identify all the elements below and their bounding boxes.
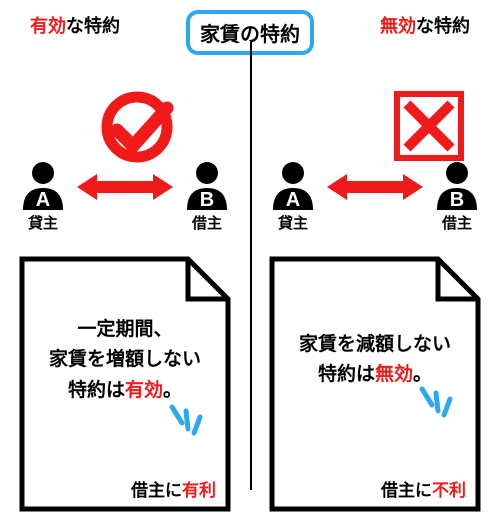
borrower-label: 借主 (192, 212, 222, 233)
person-b-right: B 借主 (432, 160, 482, 233)
person-b-label: B (450, 189, 464, 210)
invalid-suffix: な特約 (416, 16, 470, 36)
person-a-left: A 貸主 (18, 160, 68, 233)
person-icon: A (268, 160, 318, 210)
person-a-label: A (286, 189, 300, 210)
left-parties: A 貸主 B 借主 (0, 160, 250, 233)
person-a-label: A (36, 189, 50, 210)
person-b-left: B 借主 (182, 160, 232, 233)
line3: 特約は有効。 (18, 376, 232, 406)
two-way-arrow (318, 172, 432, 202)
spark-icon (166, 403, 206, 443)
panels: A 貸主 B 借主 (0, 55, 500, 515)
right-doc-text: 家賃を減額しない 特約は無効。 (268, 330, 482, 391)
left-document: 一定期間、 家賃を増額しない 特約は有効。 借主に有利 (18, 255, 232, 513)
lender-label: 貸主 (278, 212, 308, 233)
valid-prefix: 有効 (30, 16, 66, 36)
line1: 家賃を減額しない (268, 330, 482, 360)
person-icon: B (182, 160, 232, 210)
right-footer: 借主に不利 (381, 476, 466, 501)
line2: 家賃を増額しない (18, 345, 232, 375)
lender-label: 貸主 (28, 212, 58, 233)
person-a-right: A 貸主 (268, 160, 318, 233)
valid-suffix: な特約 (66, 16, 120, 36)
cross-icon (393, 90, 465, 167)
person-icon: A (18, 160, 68, 210)
person-b-label: B (200, 189, 214, 210)
borrower-label: 借主 (442, 212, 472, 233)
spark-icon (416, 385, 456, 425)
invalid-label: 無効な特約 (380, 12, 470, 38)
left-footer: 借主に有利 (131, 476, 216, 501)
left-panel: A 貸主 B 借主 (0, 55, 250, 515)
invalid-prefix: 無効 (380, 16, 416, 36)
left-doc-text: 一定期間、 家賃を増額しない 特約は有効。 (18, 315, 232, 406)
right-panel: A 貸主 B 借主 (250, 55, 500, 515)
right-parties: A 貸主 B 借主 (250, 160, 500, 233)
two-way-arrow (68, 172, 182, 202)
line1: 一定期間、 (18, 315, 232, 345)
person-icon: B (432, 160, 482, 210)
valid-label: 有効な特約 (30, 12, 120, 38)
right-document: 家賃を減額しない 特約は無効。 借主に不利 (268, 255, 482, 513)
